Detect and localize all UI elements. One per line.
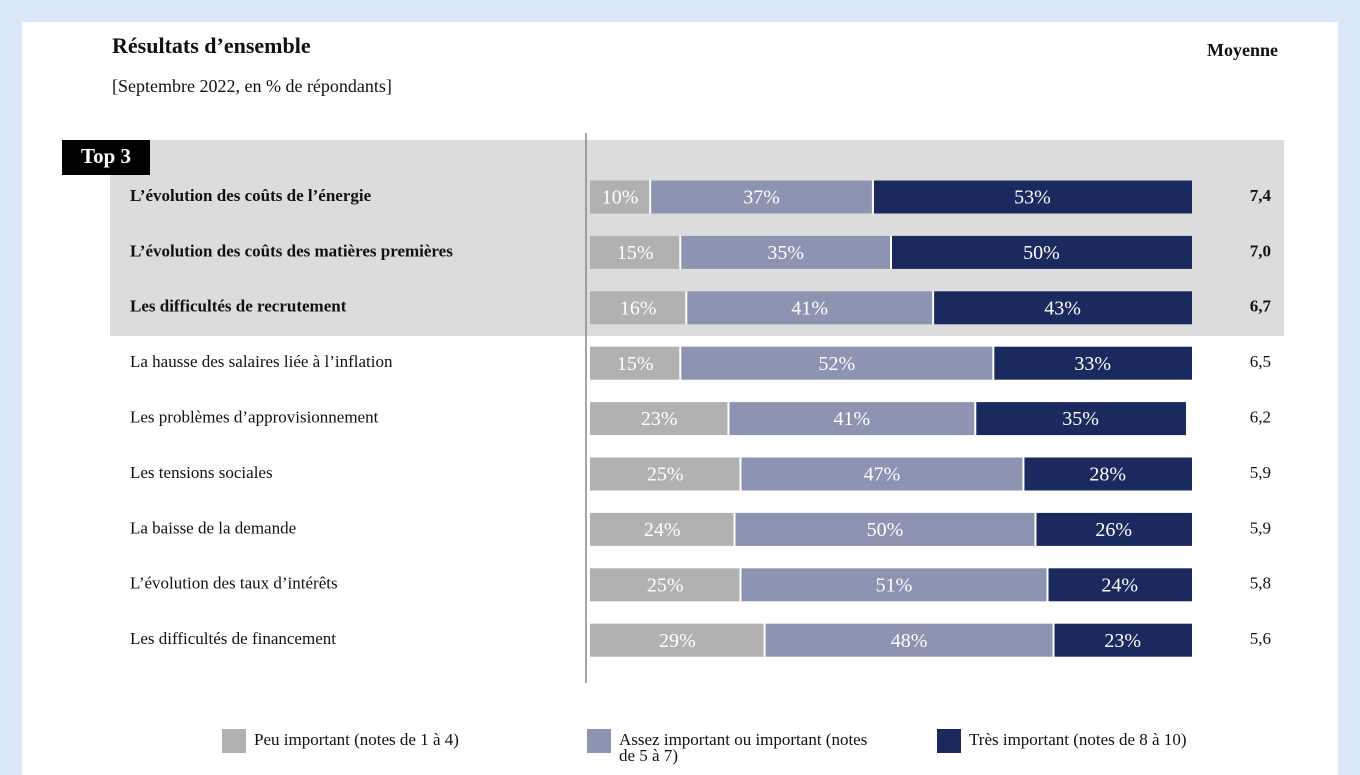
category-label: L’évolution des coûts des matières premi… [130, 241, 453, 260]
value-label: 23% [1104, 630, 1141, 652]
value-label: 53% [1014, 187, 1051, 209]
legend-label: Peu important (notes de 1 à 4) [254, 730, 459, 749]
bar-segment [729, 402, 976, 436]
value-label: 35% [767, 242, 804, 264]
value-label: 16% [620, 297, 657, 319]
bar-segment [873, 180, 1192, 214]
bar-segment [590, 568, 741, 602]
value-label: 26% [1095, 519, 1132, 541]
value-label: 43% [1044, 297, 1081, 319]
value-label: 50% [867, 519, 904, 541]
bar-segment [590, 623, 765, 657]
mean-value: 5,9 [1250, 463, 1271, 482]
bar-segment [1054, 623, 1192, 657]
mean-value: 6,2 [1250, 408, 1271, 427]
value-label: 35% [1062, 408, 1099, 430]
value-label: 24% [1101, 574, 1138, 596]
legend-item: Peu important (notes de 1 à 4) [222, 729, 552, 753]
bar-segment [590, 402, 729, 436]
value-label: 37% [743, 187, 780, 209]
bar-segment [590, 346, 681, 380]
legend-label: Très important (notes de 8 à 10) [969, 730, 1187, 749]
legend-item: Assez important ou important (notes de 5… [587, 729, 887, 764]
bar-segment [590, 235, 681, 269]
value-label: 25% [647, 464, 684, 486]
category-label: L’évolution des coûts de l’énergie [130, 186, 372, 205]
value-label: 24% [644, 519, 681, 541]
bar-segment [590, 457, 741, 491]
annotation: Top 3 [81, 144, 131, 168]
mean-value: 6,7 [1250, 297, 1272, 316]
value-label: 25% [647, 574, 684, 596]
legend-swatch [937, 729, 961, 753]
value-label: 48% [891, 630, 928, 652]
bar-segment [741, 568, 1048, 602]
annotation-box [62, 140, 150, 175]
value-label: 41% [834, 408, 871, 430]
mean-value: 6,5 [1250, 352, 1271, 371]
bar-segment [1048, 568, 1192, 602]
mean-value: 7,4 [1250, 186, 1272, 205]
mean-value: 5,6 [1250, 629, 1271, 648]
bar-segment [934, 291, 1192, 325]
category-label: Les difficultés de recrutement [130, 297, 347, 316]
bar-segment [765, 623, 1054, 657]
category-label: La hausse des salaires liée à l’inflatio… [130, 352, 393, 371]
legend-item: Très important (notes de 8 à 10) [937, 729, 1297, 753]
chart-title: Résultats d’ensemble [112, 33, 311, 58]
bar-segment [681, 235, 891, 269]
mean-header: Moyenne [1207, 40, 1278, 60]
value-label: 23% [641, 408, 678, 430]
bar-segment [735, 512, 1036, 546]
value-label: 28% [1089, 464, 1126, 486]
value-label: 41% [791, 297, 828, 319]
bar-segment [687, 291, 934, 325]
value-label: 29% [659, 630, 696, 652]
value-label: 10% [602, 187, 639, 209]
category-label: Les problèmes d’approvisionnement [130, 408, 379, 427]
bar-segment [976, 402, 1186, 436]
subtitle: [Septembre 2022, en % de répondants] [112, 76, 392, 96]
legend-swatch [587, 729, 611, 753]
legend-label: Assez important ou important (notes de 5… [619, 730, 868, 765]
value-label: 33% [1074, 353, 1111, 375]
value-label: 51% [876, 574, 913, 596]
mean-value: 5,8 [1250, 574, 1271, 593]
category-label: Les tensions sociales [130, 463, 273, 482]
bar-segment [590, 180, 651, 214]
legend-swatch [222, 729, 246, 753]
bar-segment [892, 235, 1192, 269]
bar-segment [651, 180, 873, 214]
mean-value: 5,9 [1250, 518, 1271, 537]
value-label: 50% [1023, 242, 1060, 264]
bar-segment [994, 346, 1192, 380]
value-label: 15% [617, 242, 654, 264]
bar-segment [590, 512, 735, 546]
category-label: Les difficultés de financement [130, 629, 336, 648]
bar-segment [681, 346, 994, 380]
bar-segment [1036, 512, 1192, 546]
mean-value: 7,0 [1250, 241, 1271, 260]
value-label: 52% [818, 353, 855, 375]
panel [22, 22, 1338, 775]
bar-segment [1024, 457, 1192, 491]
bar-segment [590, 291, 687, 325]
value-label: 15% [617, 353, 654, 375]
value-label: 47% [864, 464, 901, 486]
bar-segment [741, 457, 1024, 491]
category-label: La baisse de la demande [130, 518, 296, 537]
category-label: L’évolution des taux d’intérêts [130, 574, 338, 593]
